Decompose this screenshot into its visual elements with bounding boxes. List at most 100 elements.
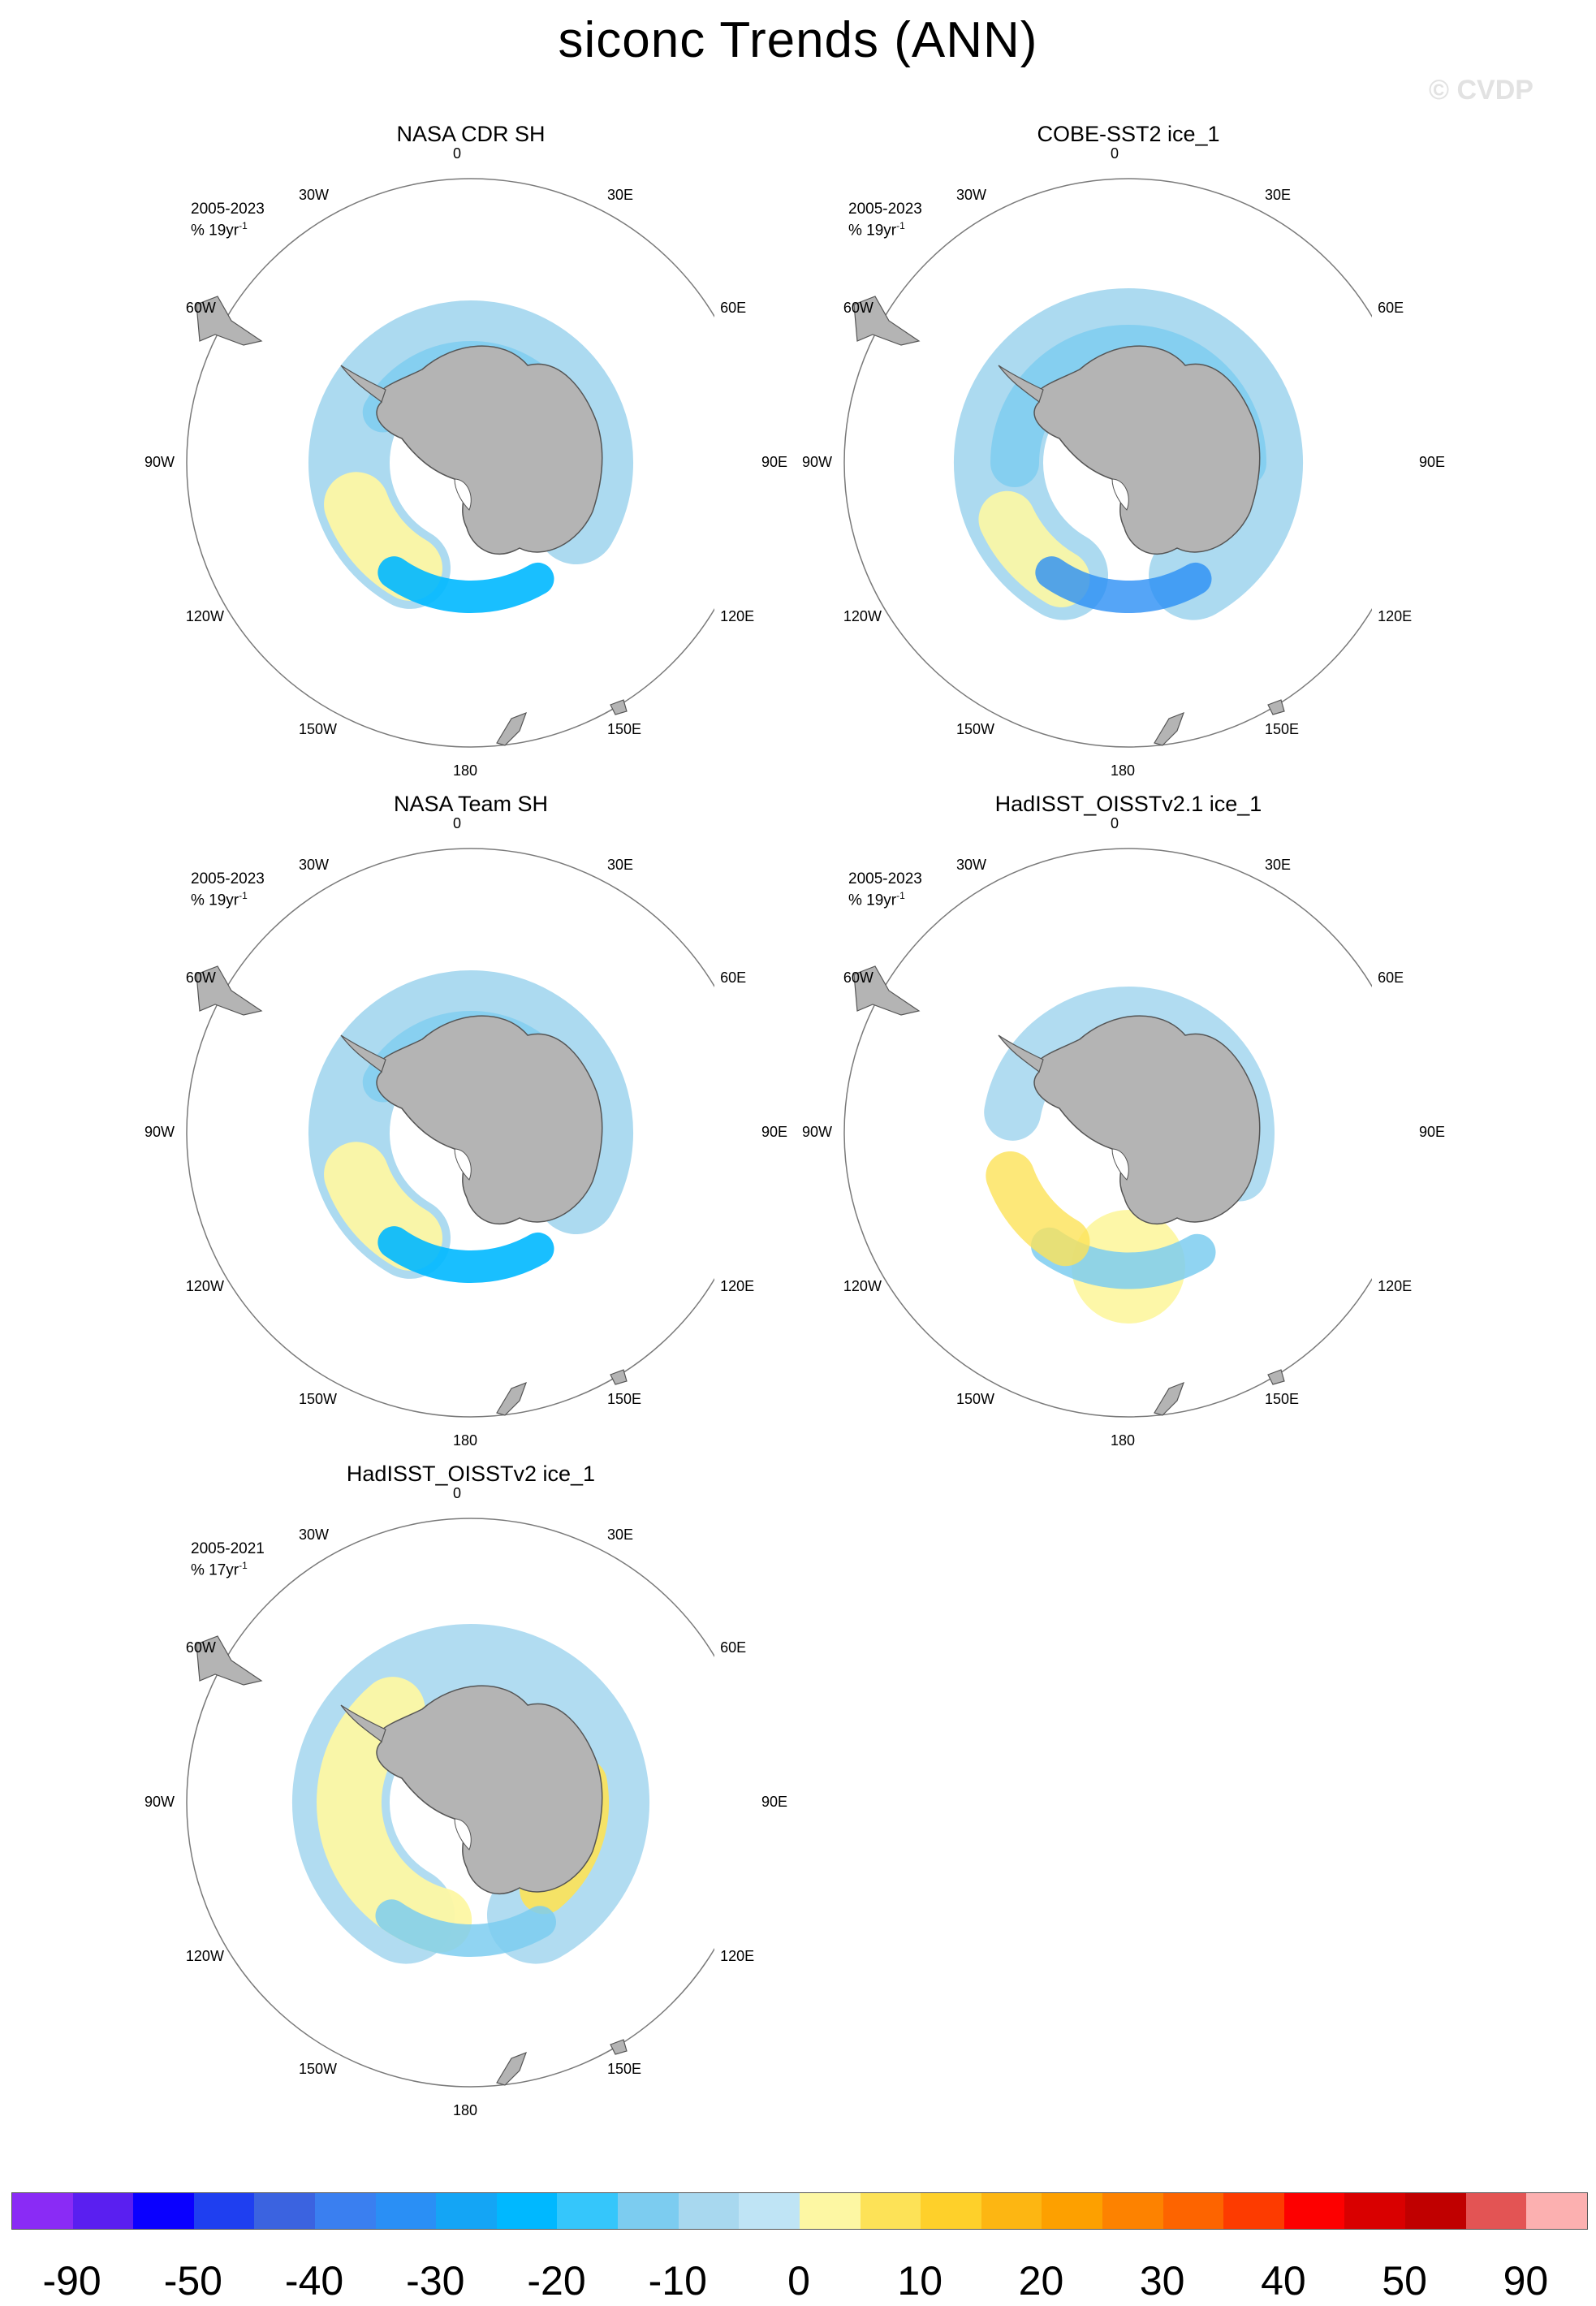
polar-map	[186, 178, 714, 748]
ross-ice-shelf	[454, 1148, 472, 1181]
colorbar-swatch	[315, 2193, 376, 2229]
longitude-label: 120E	[1378, 608, 1413, 624]
longitude-label: 30E	[607, 1526, 634, 1543]
antarctica-landmass	[376, 345, 603, 555]
longitude-label: 90W	[802, 454, 833, 470]
longitude-label: 30W	[299, 856, 330, 873]
colorbar-tick-label: 90	[1503, 2258, 1549, 2304]
colorbar-tick-label: -40	[284, 2258, 344, 2304]
colorbar-swatch	[72, 2193, 134, 2229]
colorbar-swatch	[739, 2193, 800, 2229]
colorbar-swatch	[1042, 2193, 1102, 2229]
south-america-landmass	[196, 1635, 263, 1686]
longitude-label: 30E	[607, 856, 634, 873]
polar-map	[843, 848, 1372, 1418]
colorbar-swatch	[254, 2193, 316, 2229]
trend-field	[375, 1899, 556, 1957]
longitude-label: 90W	[802, 1124, 833, 1140]
longitude-label: 120E	[1378, 1278, 1413, 1294]
longitude-label: 90E	[761, 1124, 788, 1140]
colorbar-swatch	[678, 2193, 740, 2229]
longitude-label: 90E	[1419, 1124, 1446, 1140]
antarctic-peninsula	[998, 1034, 1044, 1073]
colorbar-tick-label: 20	[1018, 2258, 1064, 2304]
trend-field	[317, 1677, 472, 1953]
longitude-label: 30E	[1265, 856, 1292, 873]
new-zealand-landmass	[1154, 711, 1185, 746]
map-panel: HadISST_OISSTv2.1 ice_1 2005-2023% 19yr-1…	[658, 792, 1445, 1457]
colorbar-tick-label: 0	[787, 2258, 810, 2304]
trend-field	[986, 1151, 1090, 1267]
longitude-label: 60W	[843, 300, 873, 316]
colorbar-swatch	[496, 2193, 558, 2229]
antarctic-peninsula	[340, 1704, 386, 1742]
colorbar-tick-label: -20	[527, 2258, 586, 2304]
longitude-label: 120W	[843, 608, 882, 624]
colorbar-swatch	[1162, 2193, 1224, 2229]
south-america-landmass	[853, 965, 921, 1016]
longitude-label: 120E	[720, 608, 755, 624]
longitude-label: 0	[453, 145, 462, 162]
colorbar-swatch	[1465, 2193, 1527, 2229]
colorbar-swatch	[860, 2193, 921, 2229]
colorbar-swatch	[981, 2193, 1042, 2229]
colorbar-swatch	[1405, 2193, 1466, 2229]
panel-title: COBE-SST2 ice_1	[1037, 122, 1220, 146]
panel-period-units: 2005-2023% 19yr-1	[848, 201, 922, 240]
panel-period-units: 2005-2023% 19yr-1	[191, 870, 265, 909]
colorbar-swatch	[921, 2193, 981, 2229]
longitude-label: 120E	[720, 1278, 755, 1294]
longitude-label: 90E	[761, 1794, 788, 1810]
polar-map	[843, 178, 1372, 748]
longitude-label: 150W	[956, 721, 995, 738]
colorbar-tick-label: -90	[42, 2258, 101, 2304]
longitude-label: 180	[453, 1432, 478, 1449]
colorbar-tick-label: 50	[1382, 2258, 1427, 2304]
trend-field	[1035, 556, 1212, 613]
tasmania-landmass	[610, 699, 628, 715]
south-america-landmass	[196, 296, 263, 346]
polar-map	[186, 1518, 714, 2088]
longitude-label: 0	[1111, 145, 1119, 162]
ross-ice-shelf	[1111, 1148, 1129, 1181]
new-zealand-landmass	[496, 1381, 528, 1416]
panel-title: HadISST_OISSTv2.1 ice_1	[994, 792, 1262, 816]
longitude-label: 60W	[185, 1639, 216, 1656]
colorbar-tick-label: 10	[897, 2258, 943, 2304]
new-zealand-landmass	[1154, 1381, 1185, 1416]
map-panel: HadISST_OISSTv2 ice_1 2005-2021% 17yr-1 0 3…	[0, 1462, 787, 2127]
colorbar-tick-label: 30	[1139, 2258, 1185, 2304]
map-panel: COBE-SST2 ice_1 2005-2023% 19yr-1 0 30E 60E 9…	[658, 122, 1445, 788]
antarctica-landmass	[1033, 345, 1261, 555]
longitude-label: 180	[1111, 762, 1136, 779]
longitude-label: 60W	[843, 969, 873, 986]
longitude-label: 60E	[1378, 300, 1404, 316]
map-panel: NASA Team SH 2005-2023% 19yr-1 0 30E 60E 90E 1…	[0, 792, 787, 1457]
longitude-label: 60E	[720, 300, 747, 316]
colorbar-swatch	[1526, 2193, 1587, 2229]
ross-ice-shelf	[1111, 478, 1129, 511]
tasmania-landmass	[1267, 1369, 1285, 1385]
colorbar-swatch	[799, 2193, 861, 2229]
longitude-label: 0	[453, 815, 462, 831]
longitude-label: 180	[453, 762, 478, 779]
colorbar-swatch	[1344, 2193, 1406, 2229]
longitude-label: 150E	[607, 721, 642, 738]
tasmania-landmass	[610, 2039, 628, 2055]
longitude-label: 150W	[299, 2061, 338, 2078]
trend-field	[377, 556, 554, 613]
colorbar-swatch	[618, 2193, 679, 2229]
longitude-label: 0	[453, 1485, 462, 1501]
antarctica-landmass	[376, 1015, 603, 1224]
map-panel: NASA CDR SH 2005-2023% 19yr-1 0 30E 60E 90E 12…	[0, 122, 787, 788]
longitude-label: 120W	[843, 1278, 882, 1294]
south-america-landmass	[196, 965, 263, 1016]
colorbar	[11, 2192, 1588, 2230]
antarctica-landmass	[1033, 1015, 1261, 1224]
longitude-label: 120W	[185, 608, 224, 624]
longitude-label: 120W	[185, 1948, 224, 1964]
tasmania-landmass	[1267, 699, 1285, 715]
longitude-label: 90E	[1419, 454, 1446, 470]
panel-title: HadISST_OISSTv2 ice_1	[346, 1462, 596, 1486]
longitude-label: 0	[1111, 815, 1119, 831]
